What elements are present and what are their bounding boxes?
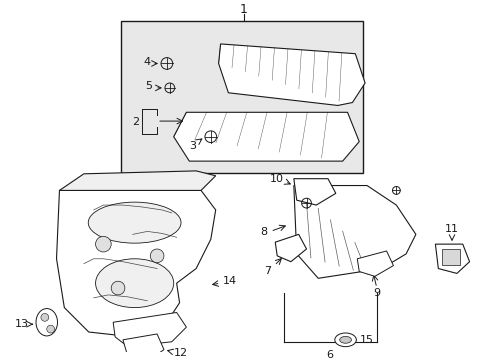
Bar xyxy=(441,249,459,265)
Circle shape xyxy=(47,325,55,333)
Ellipse shape xyxy=(339,336,351,343)
Text: 9: 9 xyxy=(372,288,380,298)
Ellipse shape xyxy=(36,309,58,336)
Text: 12: 12 xyxy=(173,348,187,359)
Polygon shape xyxy=(57,190,215,337)
Circle shape xyxy=(95,236,111,252)
Text: 7: 7 xyxy=(264,266,270,276)
Text: 6: 6 xyxy=(326,350,333,360)
Text: 14: 14 xyxy=(222,276,236,286)
Text: 10: 10 xyxy=(269,174,284,184)
Text: 13: 13 xyxy=(15,319,29,329)
Text: 2: 2 xyxy=(132,117,139,127)
Bar xyxy=(121,22,363,173)
Text: 15: 15 xyxy=(360,335,373,345)
Ellipse shape xyxy=(334,333,356,347)
Ellipse shape xyxy=(88,202,181,243)
Polygon shape xyxy=(293,179,335,205)
Text: 1: 1 xyxy=(240,3,247,16)
Text: 8: 8 xyxy=(260,228,267,237)
Polygon shape xyxy=(122,334,163,359)
Circle shape xyxy=(41,314,49,321)
Text: 4: 4 xyxy=(143,57,150,67)
Polygon shape xyxy=(60,171,215,190)
Circle shape xyxy=(150,249,163,263)
Text: 3: 3 xyxy=(189,141,196,152)
Polygon shape xyxy=(173,112,359,161)
Polygon shape xyxy=(293,185,415,278)
Text: 5: 5 xyxy=(145,81,152,91)
Polygon shape xyxy=(275,234,306,262)
Polygon shape xyxy=(113,312,186,347)
Polygon shape xyxy=(357,251,393,276)
Text: 11: 11 xyxy=(444,224,458,234)
Circle shape xyxy=(111,281,124,295)
Polygon shape xyxy=(218,44,365,105)
Ellipse shape xyxy=(95,259,173,307)
Polygon shape xyxy=(434,244,468,274)
